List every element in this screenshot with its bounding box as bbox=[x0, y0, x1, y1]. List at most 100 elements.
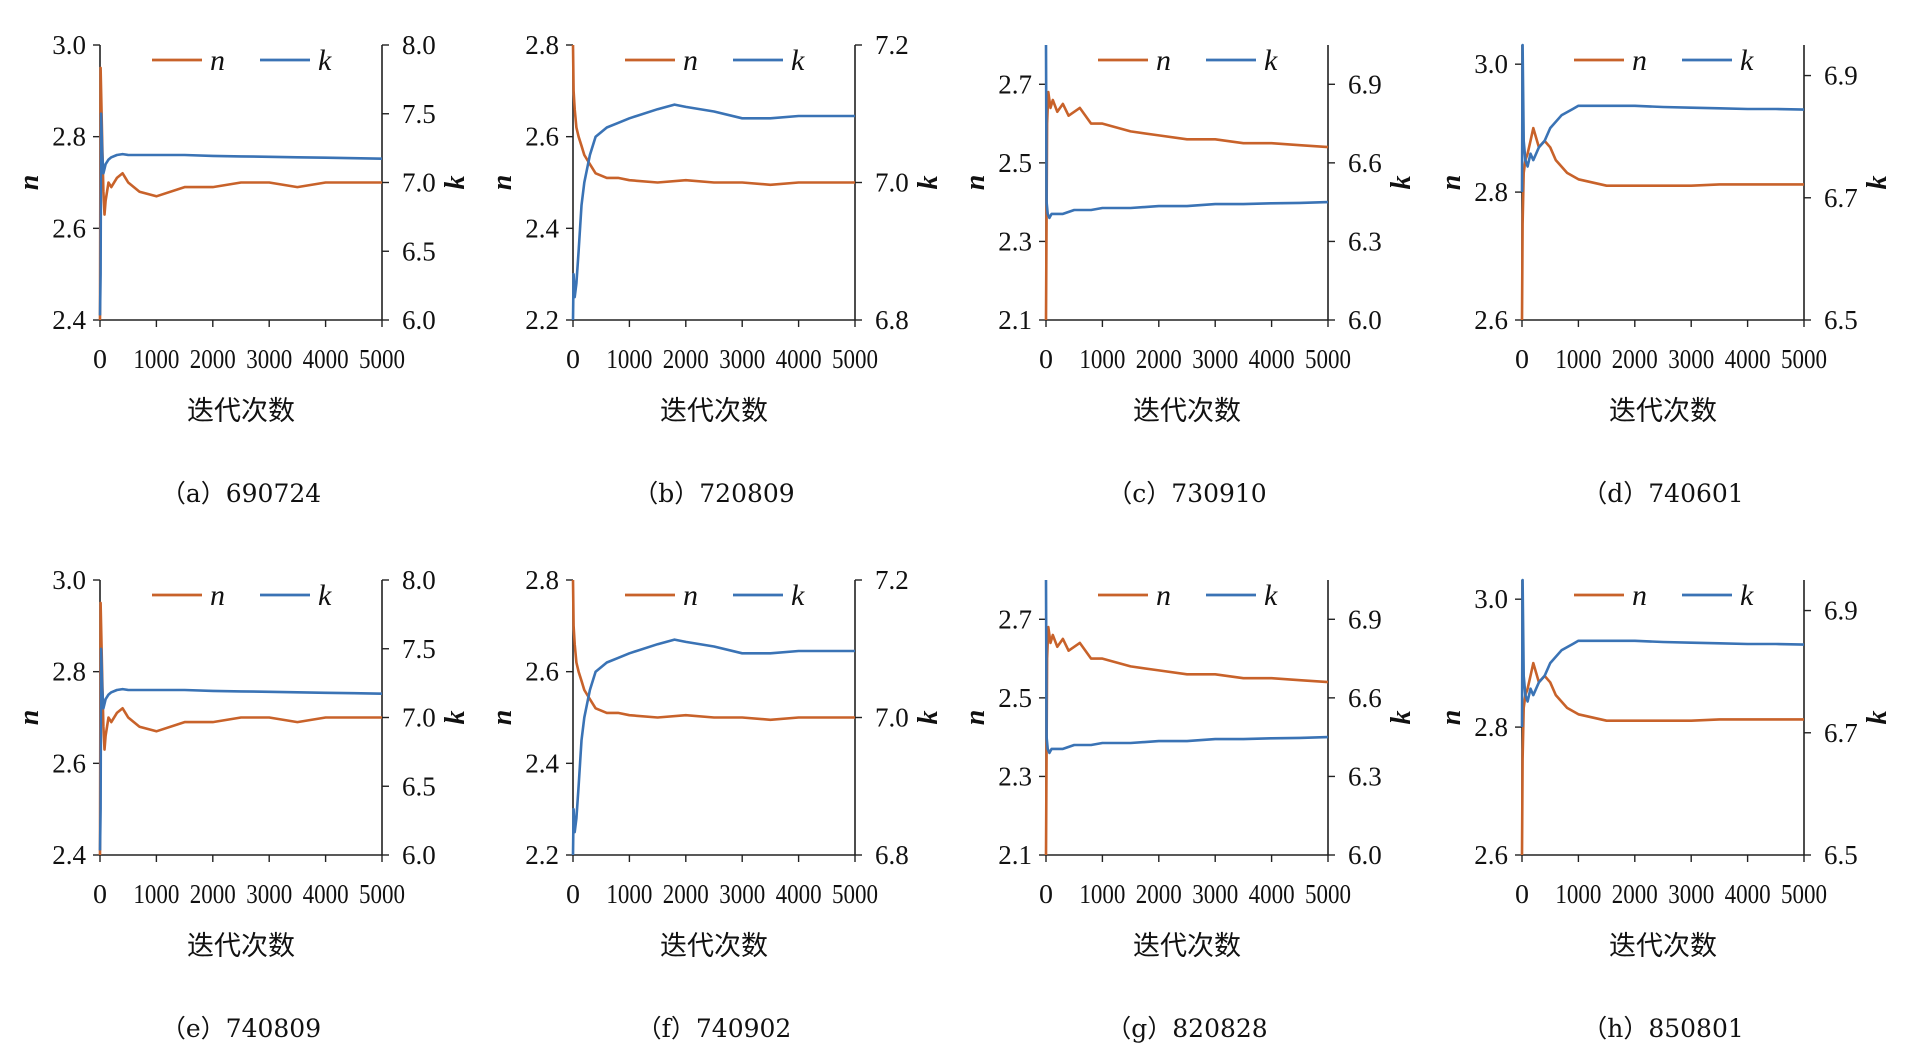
chart-panel-7: 2.6 2.8 3.0 6.5 6.7 6.9 0 1000 2000 3000 4000 5000 n… bbox=[1436, 578, 1893, 1043]
x-tick-label: 3000 bbox=[719, 879, 765, 909]
y-right-tick-label: 6.6 bbox=[1348, 683, 1382, 713]
x-tick-label: 2000 bbox=[1136, 879, 1182, 909]
x-tick-label: 0 bbox=[93, 344, 107, 374]
y-right-tick-label: 7.2 bbox=[875, 30, 909, 60]
chart-panel-6: 2.1 2.3 2.5 2.7 6.0 6.3 6.6 6.9 0 1000 2000 3000 400… bbox=[960, 579, 1417, 1043]
y-right-tick-label: 6.9 bbox=[1348, 604, 1382, 634]
x-tick-label: 5000 bbox=[832, 344, 878, 374]
panel-caption: （g）820828 bbox=[1106, 1014, 1267, 1043]
series-line-n bbox=[571, 579, 855, 722]
y-right-axis-title: k bbox=[1862, 176, 1893, 190]
y-right-tick-label: 6.0 bbox=[402, 305, 436, 335]
x-tick-label: 0 bbox=[566, 344, 580, 374]
x-tick-label: 3000 bbox=[1192, 344, 1238, 374]
y-left-tick-label: 2.8 bbox=[525, 30, 559, 60]
y-left-tick-label: 2.8 bbox=[52, 122, 86, 152]
series-line-k bbox=[1520, 578, 1805, 728]
y-right-axis-title: k bbox=[913, 176, 944, 190]
legend-label-k: k bbox=[791, 579, 805, 612]
panel-caption: （d）740601 bbox=[1582, 479, 1743, 508]
y-right-tick-label: 7.2 bbox=[875, 565, 909, 595]
x-tick-label: 5000 bbox=[1781, 344, 1827, 374]
x-tick-label: 4000 bbox=[303, 344, 349, 374]
chart-panel-4: 2.4 2.6 2.8 3.0 6.0 6.5 7.0 7.5 8.0 0 1000 2000 3000… bbox=[14, 565, 471, 1043]
x-tick-label: 5000 bbox=[359, 344, 405, 374]
y-left-tick-label: 2.6 bbox=[1474, 305, 1508, 335]
y-right-tick-label: 6.0 bbox=[1348, 305, 1382, 335]
x-tick-label: 3000 bbox=[719, 344, 765, 374]
x-tick-label: 3000 bbox=[1192, 879, 1238, 909]
x-axis-title: 迭代次数 bbox=[187, 396, 295, 427]
chart-panel-2: 2.1 2.3 2.5 2.7 6.0 6.3 6.6 6.9 0 1000 2000 3000 400… bbox=[960, 44, 1417, 508]
x-tick-label: 1000 bbox=[133, 344, 179, 374]
y-right-tick-label: 7.5 bbox=[402, 99, 436, 129]
x-axis-title: 迭代次数 bbox=[660, 396, 768, 427]
x-axis-title: 迭代次数 bbox=[1609, 931, 1717, 962]
y-right-tick-label: 6.8 bbox=[875, 305, 909, 335]
legend-label-k: k bbox=[1264, 44, 1278, 77]
x-tick-label: 2000 bbox=[190, 879, 236, 909]
legend-label-n: n bbox=[1632, 579, 1647, 612]
y-left-tick-label: 3.0 bbox=[52, 565, 86, 595]
panel-caption: （a）690724 bbox=[161, 479, 321, 508]
y-left-axis-title: n bbox=[960, 175, 991, 191]
y-right-axis-title: k bbox=[1386, 176, 1417, 190]
y-right-tick-label: 6.3 bbox=[1348, 226, 1382, 256]
y-left-tick-label: 2.8 bbox=[525, 565, 559, 595]
y-left-axis-title: n bbox=[960, 710, 991, 726]
y-left-tick-label: 2.2 bbox=[525, 840, 559, 870]
x-tick-label: 2000 bbox=[663, 879, 709, 909]
y-right-tick-label: 6.9 bbox=[1348, 69, 1382, 99]
x-tick-label: 4000 bbox=[776, 879, 822, 909]
chart-panel-3: 2.6 2.8 3.0 6.5 6.7 6.9 0 1000 2000 3000 4000 5000 n… bbox=[1436, 43, 1893, 508]
y-right-tick-label: 7.0 bbox=[402, 703, 436, 733]
x-tick-label: 4000 bbox=[1725, 344, 1771, 374]
y-right-tick-label: 7.0 bbox=[875, 703, 909, 733]
y-left-tick-label: 2.5 bbox=[998, 148, 1032, 178]
y-right-tick-label: 6.5 bbox=[402, 771, 436, 801]
x-tick-label: 4000 bbox=[1249, 344, 1295, 374]
y-right-axis-title: k bbox=[1862, 711, 1893, 725]
x-tick-label: 0 bbox=[1515, 344, 1529, 374]
y-left-tick-label: 2.7 bbox=[998, 604, 1032, 634]
chart-panel-1: 2.2 2.4 2.6 2.8 6.8 7.0 7.2 0 1000 2000 3000 4000 50… bbox=[487, 30, 944, 508]
y-right-tick-label: 6.7 bbox=[1824, 718, 1858, 748]
y-left-tick-label: 2.6 bbox=[525, 657, 559, 687]
y-left-axis-title: n bbox=[487, 175, 518, 191]
y-right-tick-label: 6.0 bbox=[402, 840, 436, 870]
legend-label-n: n bbox=[1632, 44, 1647, 77]
y-right-tick-label: 7.0 bbox=[402, 168, 436, 198]
series-line-k bbox=[1044, 44, 1329, 220]
legend-label-n: n bbox=[1156, 579, 1171, 612]
x-axis-title: 迭代次数 bbox=[187, 931, 295, 962]
y-left-tick-label: 2.8 bbox=[52, 657, 86, 687]
y-left-tick-label: 2.6 bbox=[52, 213, 86, 243]
legend-label-n: n bbox=[210, 44, 225, 77]
legend-label-n: n bbox=[683, 44, 698, 77]
y-right-tick-label: 6.5 bbox=[402, 236, 436, 266]
x-tick-label: 1000 bbox=[606, 344, 652, 374]
y-left-tick-label: 3.0 bbox=[52, 30, 86, 60]
x-tick-label: 1000 bbox=[133, 879, 179, 909]
series-line-n bbox=[1520, 661, 1804, 856]
x-tick-label: 4000 bbox=[1725, 879, 1771, 909]
series-line-n bbox=[98, 601, 382, 856]
x-tick-label: 1000 bbox=[606, 879, 652, 909]
y-left-axis-title: n bbox=[1436, 710, 1467, 726]
y-right-tick-label: 6.6 bbox=[1348, 148, 1382, 178]
y-left-tick-label: 2.5 bbox=[998, 683, 1032, 713]
series-line-k bbox=[571, 103, 855, 321]
y-right-axis-title: k bbox=[1386, 711, 1417, 725]
series-line-n bbox=[1520, 126, 1804, 321]
y-right-tick-label: 6.9 bbox=[1824, 596, 1858, 626]
y-right-tick-label: 6.7 bbox=[1824, 183, 1858, 213]
x-axis-title: 迭代次数 bbox=[1133, 396, 1241, 427]
y-left-tick-label: 3.0 bbox=[1474, 584, 1508, 614]
x-tick-label: 5000 bbox=[832, 879, 878, 909]
series-line-n bbox=[1044, 625, 1329, 856]
panel-caption: （e）740809 bbox=[161, 1014, 321, 1043]
x-axis-title: 迭代次数 bbox=[660, 931, 768, 962]
x-tick-label: 0 bbox=[566, 879, 580, 909]
y-right-axis-title: k bbox=[913, 711, 944, 725]
